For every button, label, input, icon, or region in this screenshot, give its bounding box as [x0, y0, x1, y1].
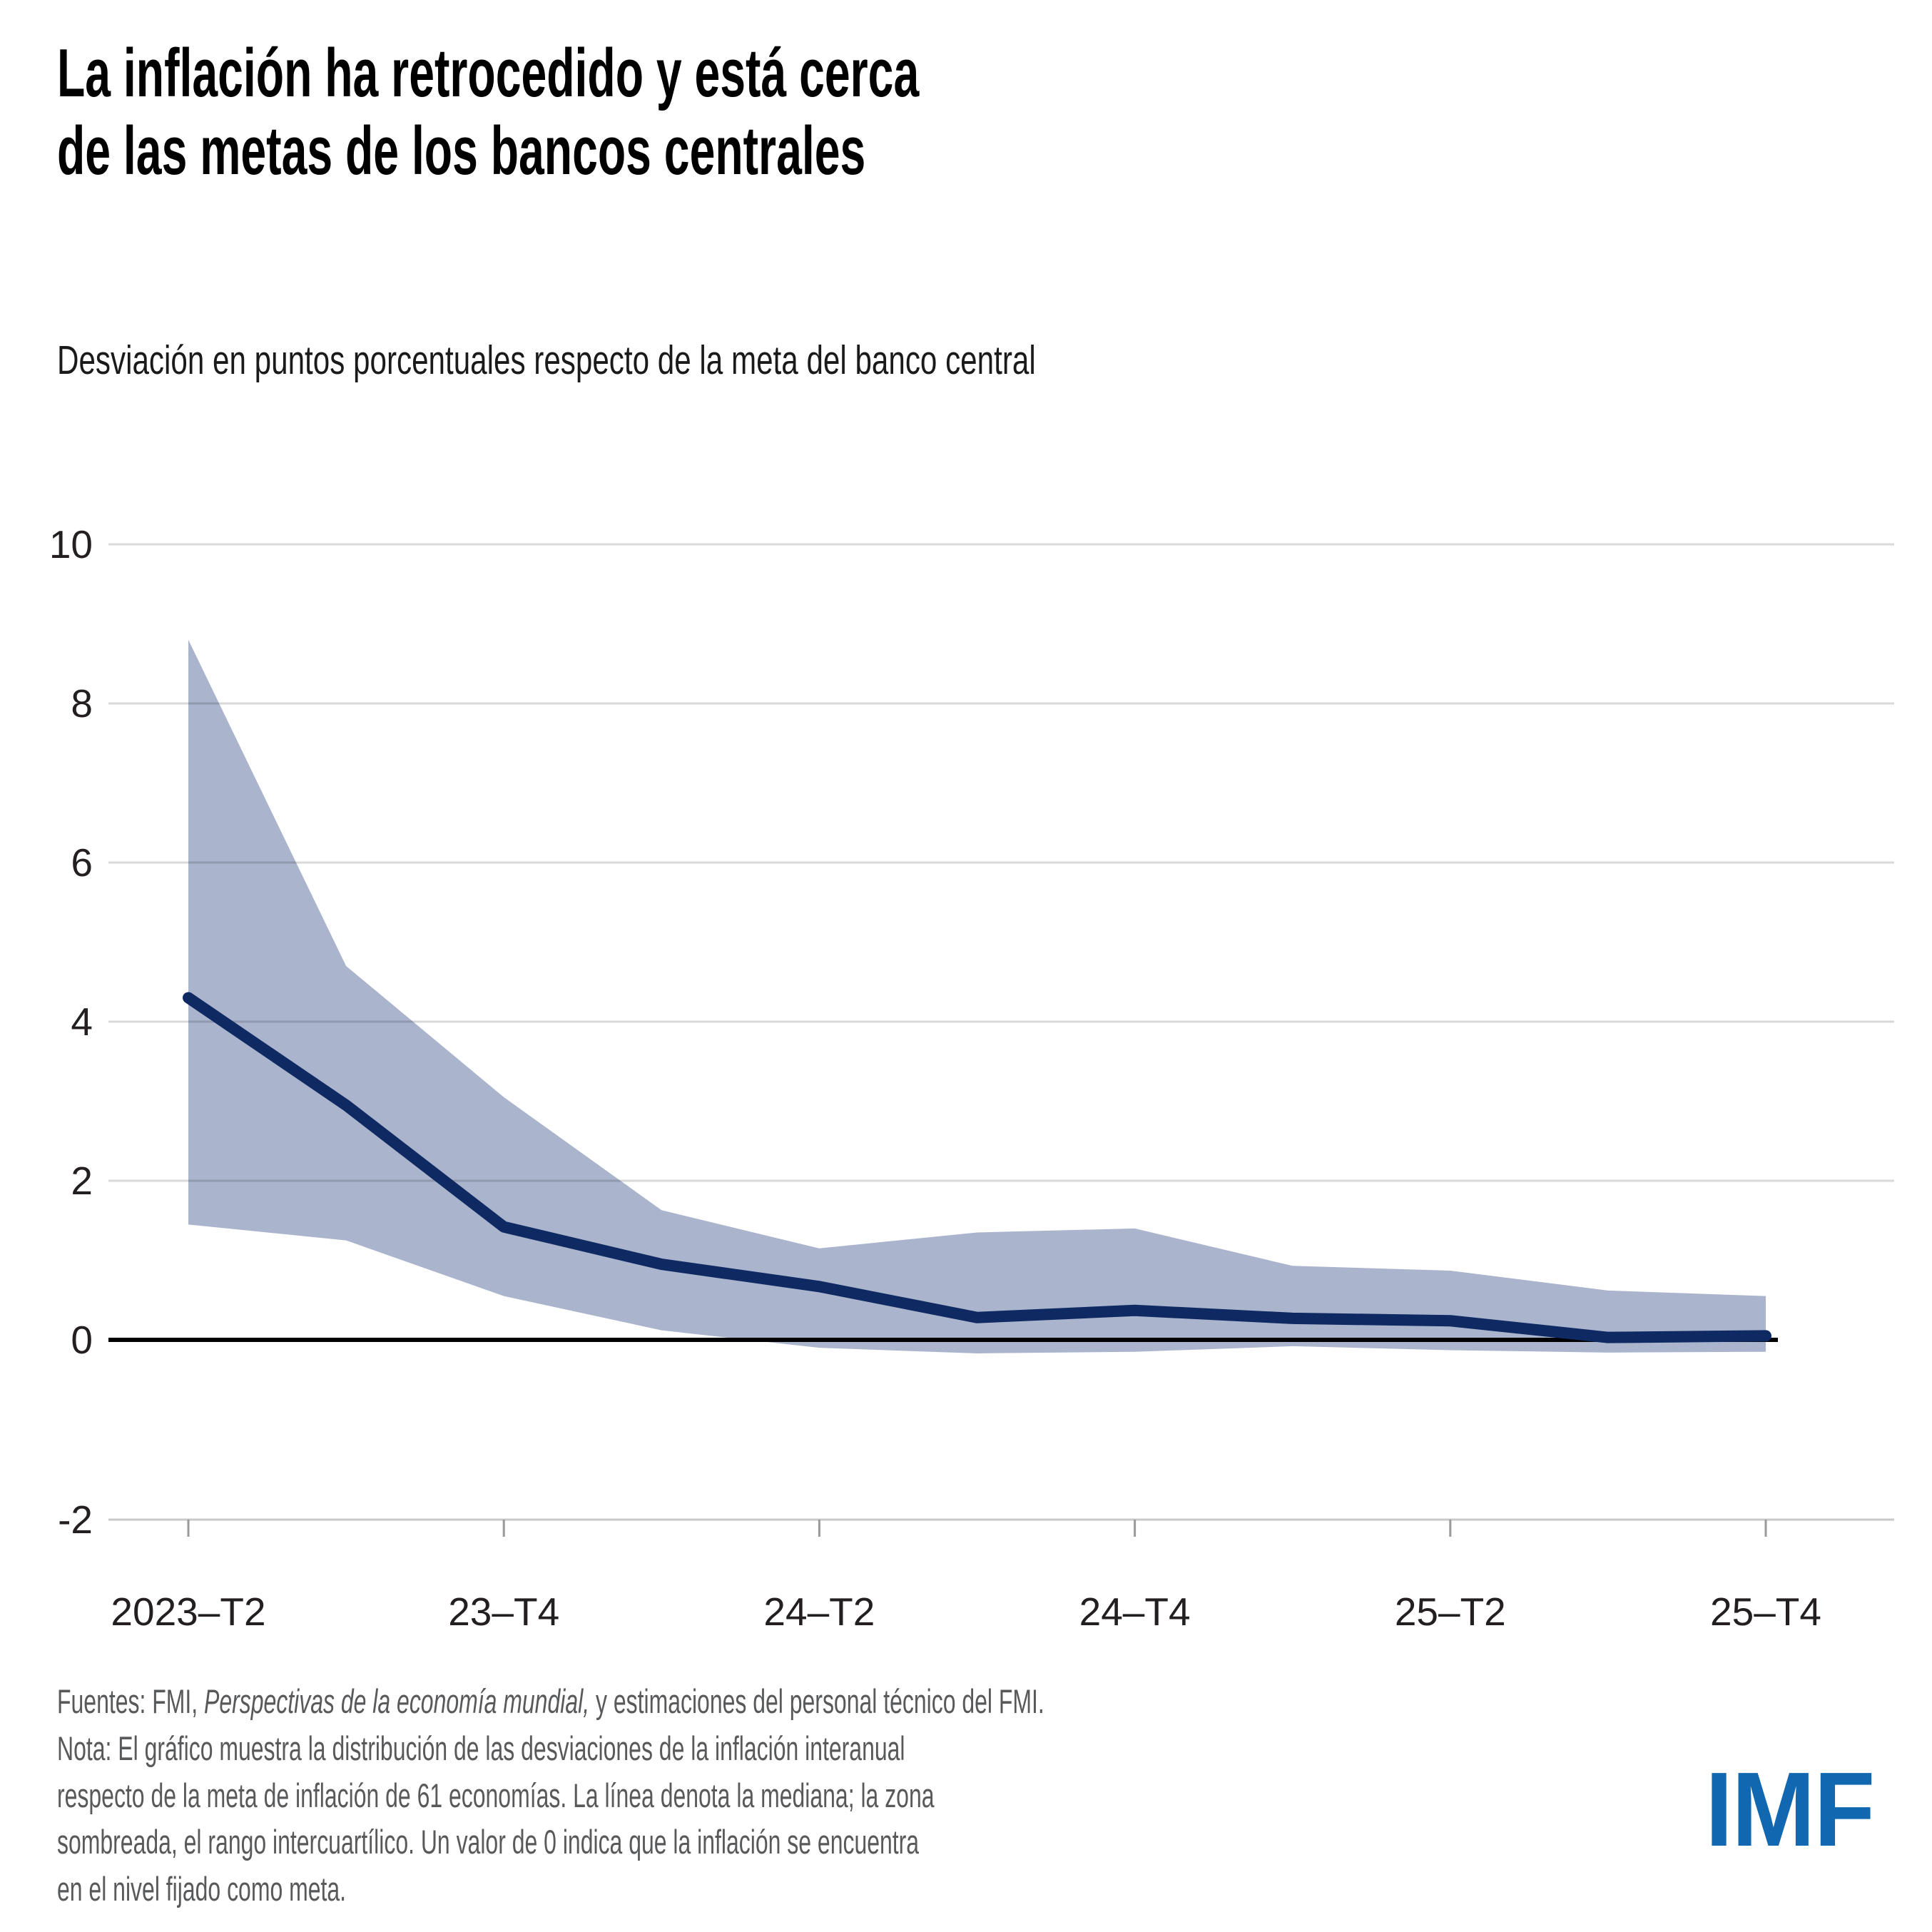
source-italic: Perspectivas de la economía mundial,: [204, 1682, 590, 1720]
note-line: en el nivel fijado como meta.: [57, 1870, 347, 1908]
x-tick-label: 23–T4: [448, 1590, 559, 1634]
note-line: sombreada, el rango intercuartílico. Un …: [57, 1823, 920, 1861]
x-tick-label: 24–T4: [1079, 1590, 1191, 1634]
page-title: La inflación ha retrocedido y está cerca…: [57, 34, 1276, 190]
source-suffix: y estimaciones del personal técnico del …: [589, 1682, 1044, 1720]
source-line: Fuentes: FMI, Perspectivas de la economí…: [57, 1678, 1044, 1725]
y-tick-label: -2: [58, 1498, 93, 1542]
chart-subtitle: Desviación en puntos porcentuales respec…: [57, 337, 1036, 383]
x-tick-label: 25–T4: [1710, 1590, 1821, 1634]
note-line: respecto de la meta de inflación de 61 e…: [57, 1776, 935, 1814]
y-tick-label: 6: [71, 840, 93, 885]
title-line-2: de las metas de los bancos centrales: [57, 113, 866, 190]
y-tick-label: 8: [71, 681, 93, 726]
x-tick-label: 2023–T2: [111, 1590, 265, 1634]
y-tick-label: 0: [71, 1318, 93, 1362]
source-note: Fuentes: FMI, Perspectivas de la economí…: [57, 1678, 1044, 1913]
x-tick-label: 25–T2: [1395, 1590, 1506, 1634]
median-line: [183, 992, 1771, 1343]
x-tick-label: 24–T2: [763, 1590, 875, 1634]
y-tick-label: 4: [71, 1000, 93, 1044]
note-line: Nota: El gráfico muestra la distribución…: [57, 1729, 905, 1767]
iqr-band: [188, 639, 1766, 1353]
y-tick-label: 10: [49, 522, 93, 566]
y-tick-label: 2: [71, 1159, 93, 1203]
title-line-1: La inflación ha retrocedido y está cerca: [57, 35, 920, 111]
source-prefix: Fuentes: FMI,: [57, 1682, 205, 1720]
imf-logo: IMF: [1705, 1751, 1875, 1869]
